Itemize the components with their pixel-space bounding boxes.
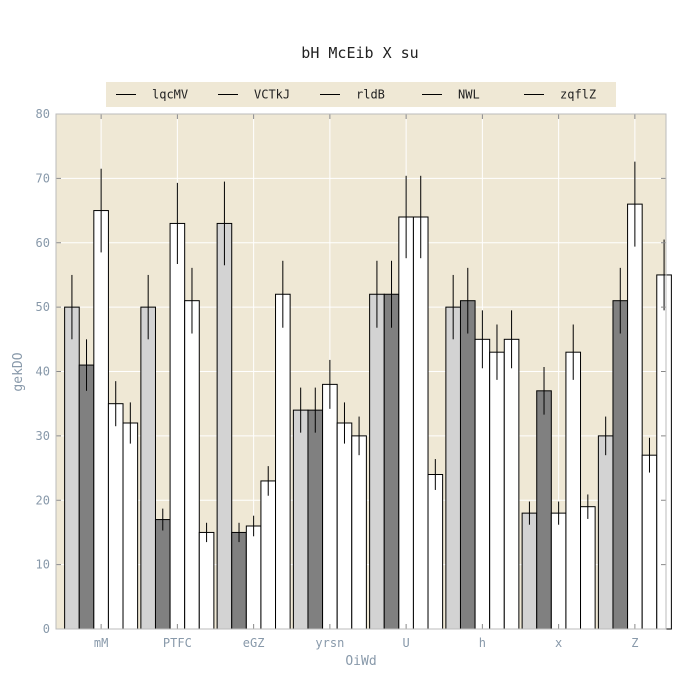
- x-tick-label-7: Z: [631, 636, 638, 650]
- bar-rldB-h: [474, 338, 491, 630]
- y-tick-label-70: 70: [36, 171, 50, 185]
- bar-NWL-x: [565, 351, 582, 630]
- bar-NWL-Z: [641, 454, 658, 630]
- y-tick-label-60: 60: [36, 236, 50, 250]
- bar-lqcMV-yrsn: [292, 409, 309, 630]
- y-tick-label-20: 20: [36, 493, 50, 507]
- y-tick-label-50: 50: [36, 300, 50, 314]
- bar-NWL-h: [489, 351, 505, 630]
- bar-lqcMV-h: [445, 306, 461, 630]
- y-tick-label-30: 30: [36, 429, 50, 443]
- bar-VCTkJ-mM: [78, 364, 95, 630]
- x-tick-label-6: x: [555, 636, 562, 650]
- bar-VCTkJ-h: [459, 300, 476, 630]
- bar-VCTkJ-Z: [612, 300, 629, 630]
- y-tick-label-40: 40: [36, 365, 50, 379]
- bar-VCTkJ-x: [536, 390, 552, 630]
- y-tick-label-0: 0: [43, 622, 50, 636]
- bar-zqflZ-U: [427, 474, 444, 630]
- x-tick-label-1: PTFC: [163, 636, 192, 650]
- bar-rldB-U: [398, 216, 414, 630]
- bar-rldB-PTFC: [169, 222, 186, 630]
- x-tick-label-3: yrsn: [315, 636, 344, 650]
- plot-frame: [55, 113, 667, 630]
- bar-VCTkJ-yrsn: [307, 409, 324, 630]
- x-tick-label-2: eGZ: [243, 636, 265, 650]
- bar-zqflZ-eGZ: [275, 293, 291, 630]
- bar-zqflZ-mM: [122, 422, 139, 630]
- bar-NWL-mM: [107, 403, 124, 630]
- bar-lqcMV-eGZ: [216, 222, 233, 630]
- bar-VCTkJ-U: [383, 293, 400, 630]
- bar-NWL-PTFC: [184, 300, 200, 630]
- bar-rldB-eGZ: [245, 525, 262, 630]
- bar-rldB-mM: [93, 210, 109, 630]
- y-axis-label: gekDO: [11, 352, 26, 391]
- bar-lqcMV-Z: [597, 435, 614, 630]
- legend-label-zqflZ: zqflZ: [560, 88, 596, 102]
- x-axis-label: OiWd: [345, 654, 376, 669]
- bar-lqcMV-U: [369, 293, 385, 630]
- bar-lqcMV-x: [521, 512, 538, 630]
- x-tick-label-4: U: [403, 636, 410, 650]
- bar-NWL-U: [412, 216, 429, 630]
- bar-zqflZ-h: [503, 338, 520, 630]
- bar-zqflZ-yrsn: [351, 435, 367, 630]
- legend-label-rldB: rldB: [356, 88, 385, 102]
- bar-zqflZ-Z: [656, 274, 672, 630]
- y-tick-label-10: 10: [36, 558, 50, 572]
- bar-rldB-Z: [627, 203, 643, 630]
- bar-lqcMV-mM: [64, 306, 80, 630]
- x-tick-label-0: mM: [94, 636, 108, 650]
- bar-NWL-eGZ: [260, 480, 277, 630]
- x-tick-label-5: h: [479, 636, 486, 650]
- legend-label-VCTkJ: VCTkJ: [254, 88, 290, 102]
- bar-lqcMV-PTFC: [140, 306, 156, 630]
- legend: lqcMV VCTkJ rldB NWL zqflZ: [106, 82, 616, 107]
- legend-label-NWL: NWL: [458, 88, 480, 102]
- bar-rldB-yrsn: [322, 383, 338, 630]
- bar-VCTkJ-eGZ: [231, 531, 247, 630]
- chart-title: bH McEib X su: [301, 44, 418, 62]
- bar-NWL-yrsn: [336, 422, 353, 630]
- legend-label-lqcMV: lqcMV: [152, 88, 188, 102]
- bar-rldB-x: [550, 512, 567, 630]
- bar-zqflZ-x: [580, 506, 596, 630]
- bar-zqflZ-PTFC: [198, 531, 215, 630]
- bar-VCTkJ-PTFC: [154, 519, 171, 630]
- y-tick-label-80: 80: [36, 107, 50, 121]
